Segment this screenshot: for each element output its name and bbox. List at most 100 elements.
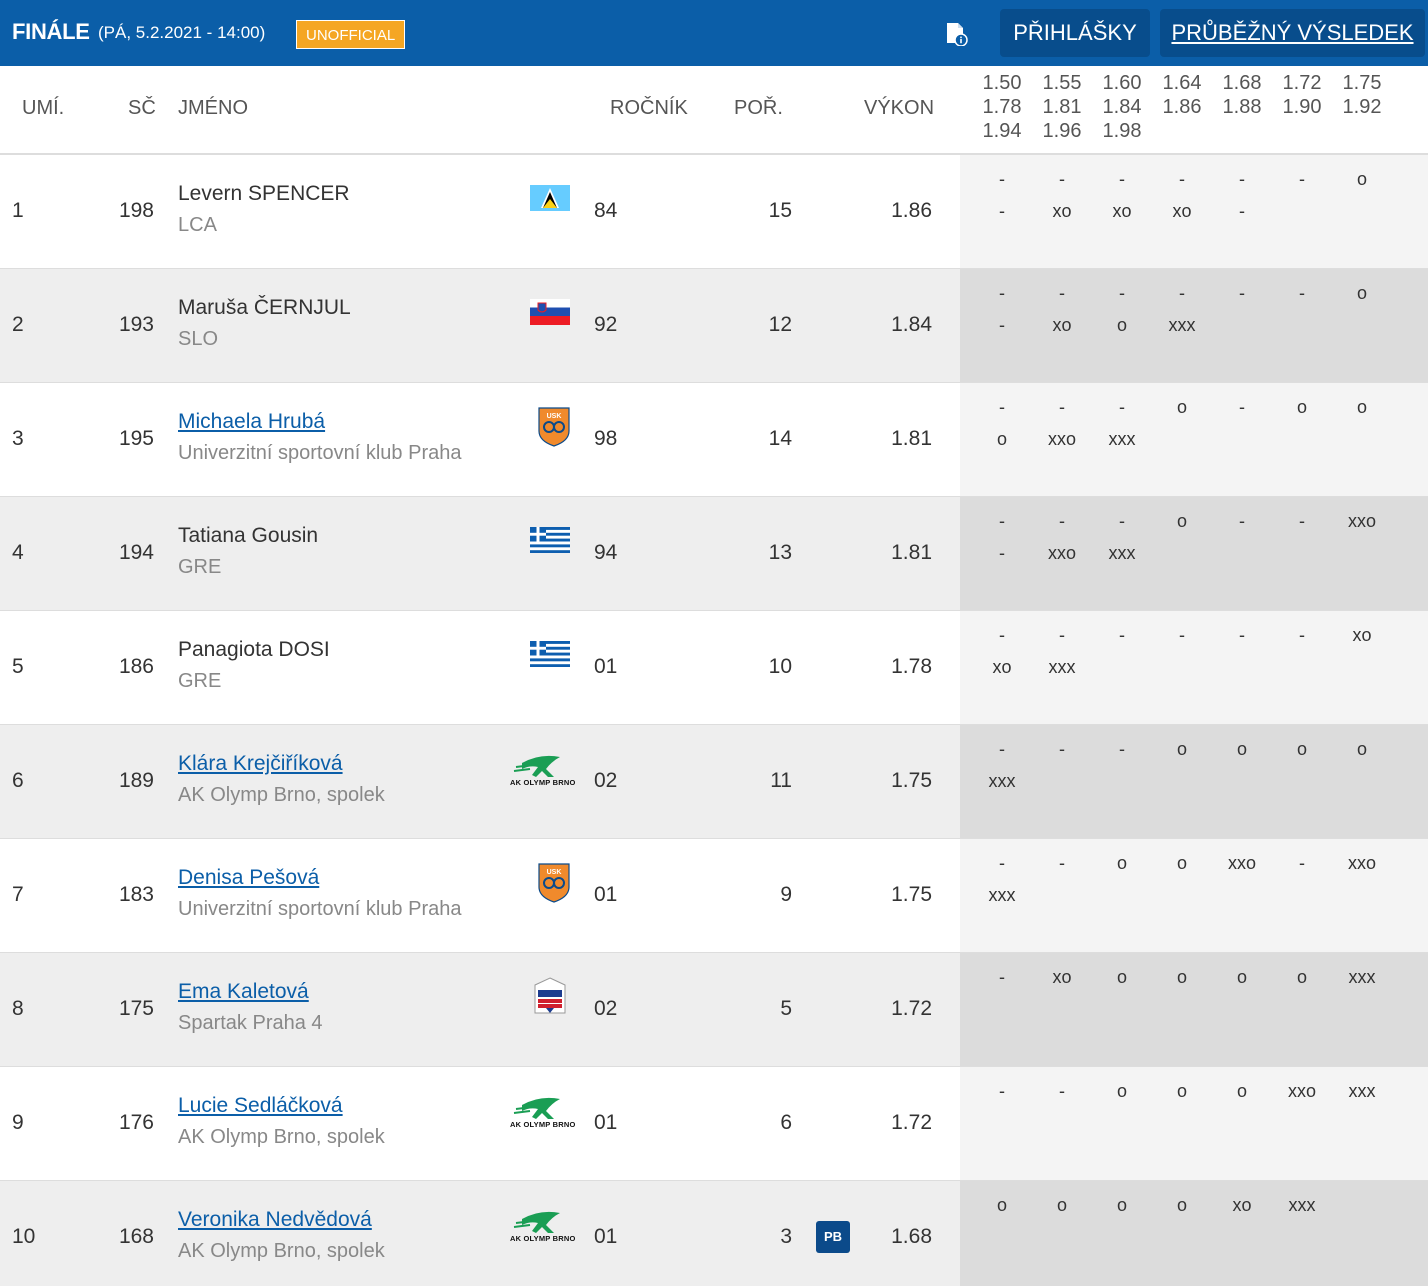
performance: 1.75 bbox=[891, 769, 932, 792]
attempt-result: - bbox=[999, 967, 1005, 987]
start-order: 13 bbox=[768, 541, 792, 564]
attempt-result: o bbox=[1176, 967, 1187, 987]
header-year: ROČNÍK bbox=[610, 97, 688, 119]
attempt-result: - bbox=[1299, 853, 1305, 873]
rank: 5 bbox=[12, 655, 24, 678]
attempt-result: xxo bbox=[1047, 543, 1076, 563]
attempt-result: o bbox=[1176, 853, 1187, 873]
trials-cell: - - o o o xxo xxx bbox=[960, 1067, 1428, 1180]
attempt-result: xxo bbox=[1287, 1081, 1316, 1101]
attempt-result: o bbox=[1176, 397, 1187, 417]
rank: 8 bbox=[12, 997, 24, 1020]
athlete-name: Panagiota DOSI bbox=[178, 638, 330, 661]
performance: 1.84 bbox=[891, 313, 932, 336]
height-label: 1.72 bbox=[1282, 72, 1322, 94]
rank: 9 bbox=[12, 1111, 24, 1134]
birth-year: 84 bbox=[594, 199, 618, 222]
attempt-result: - bbox=[1059, 853, 1065, 873]
attempt-result: - bbox=[1059, 169, 1065, 189]
start-order: 12 bbox=[768, 313, 792, 336]
trials-cell: - - - - - - o - xo o xxx bbox=[960, 269, 1428, 382]
document-info-icon[interactable] bbox=[944, 22, 968, 47]
start-order: 6 bbox=[780, 1111, 792, 1134]
start-order: 5 bbox=[780, 997, 792, 1020]
ak-olymp-brno-logo-icon: AK OLYMP BRNO bbox=[510, 751, 575, 792]
attempt-result: o bbox=[1116, 967, 1127, 987]
attempt-result: - bbox=[999, 853, 1005, 873]
attempt-result: - bbox=[1119, 283, 1125, 303]
performance: 1.81 bbox=[891, 541, 932, 564]
attempt-result: - bbox=[1119, 739, 1125, 759]
athlete-name[interactable]: Lucie Sedláčková bbox=[178, 1094, 343, 1117]
table-row: - xo o o o o xxx 8 175 Ema Kaletová Spartak Praha … bbox=[0, 953, 1428, 1067]
attempt-result: o bbox=[1056, 1195, 1067, 1215]
attempt-result: o bbox=[1116, 315, 1127, 335]
athlete-name[interactable]: Ema Kaletová bbox=[178, 980, 309, 1003]
height-label: 1.98 bbox=[1102, 120, 1142, 142]
attempt-result: o bbox=[996, 1195, 1007, 1215]
bib-number: 176 bbox=[118, 1111, 154, 1134]
bib-number: 168 bbox=[118, 1225, 154, 1248]
start-order: 10 bbox=[768, 655, 792, 678]
attempt-result: - bbox=[999, 1081, 1005, 1101]
height-label: 1.68 bbox=[1222, 72, 1262, 94]
birth-year: 01 bbox=[594, 883, 618, 906]
flag-slovenia-icon bbox=[530, 299, 570, 330]
attempt-result: - bbox=[999, 315, 1005, 335]
athlete-club: AK Olymp Brno, spolek bbox=[178, 1240, 385, 1262]
athlete-club: GRE bbox=[178, 556, 222, 578]
athlete-name[interactable]: Veronika Nedvědová bbox=[178, 1208, 372, 1231]
attempt-result: xxx bbox=[1108, 543, 1136, 563]
attempt-result: - bbox=[1059, 511, 1065, 531]
performance: 1.72 bbox=[891, 1111, 932, 1134]
athlete-name[interactable]: Denisa Pešová bbox=[178, 866, 320, 889]
start-order: 11 bbox=[770, 769, 792, 792]
performance: 1.81 bbox=[891, 427, 932, 450]
current-results-button[interactable]: PRŮBĚŽNÝ VÝSLEDEK bbox=[1160, 9, 1425, 57]
athlete-club: Univerzitní sportovní klub Praha bbox=[178, 442, 462, 464]
attempt-result: o bbox=[1236, 739, 1247, 759]
attempt-result: - bbox=[1239, 201, 1245, 221]
table-row: - - - o - o o o xxo xxx 3 195 Michaela Hrubá Univerzi… bbox=[0, 383, 1428, 497]
attempt-result: xxx bbox=[1168, 315, 1196, 335]
attempt-result: - bbox=[1059, 283, 1065, 303]
trials-cell: - - o o xxo - xxo xxx bbox=[960, 839, 1428, 952]
attempt-result: o bbox=[1176, 1081, 1187, 1101]
attempt-result: xo bbox=[1052, 201, 1072, 221]
rank: 4 bbox=[12, 541, 24, 564]
height-label: 1.55 bbox=[1042, 72, 1082, 94]
attempt-result: xxo bbox=[1347, 853, 1376, 873]
ak-olymp-brno-logo-text: AK OLYMP BRNO bbox=[510, 1234, 576, 1243]
attempt-result: o bbox=[1116, 853, 1127, 873]
attempt-result: xo bbox=[1352, 625, 1372, 645]
attempt-result: xo bbox=[1052, 315, 1072, 335]
status-badge: UNOFFICIAL bbox=[296, 20, 406, 49]
attempt-result: - bbox=[1059, 625, 1065, 645]
attempt-result: - bbox=[1179, 283, 1185, 303]
athlete-club: LCA bbox=[178, 214, 217, 236]
table-row: - - o o xxo - xxo xxx 7 183 Denisa Pešová Univerzit… bbox=[0, 839, 1428, 953]
attempt-result: o bbox=[1236, 967, 1247, 987]
athlete-name[interactable]: Klára Krejčiříková bbox=[178, 752, 343, 775]
bib-number: 193 bbox=[118, 313, 154, 336]
attempt-result: o bbox=[996, 429, 1007, 449]
birth-year: 01 bbox=[594, 1111, 618, 1134]
attempt-result: - bbox=[999, 283, 1005, 303]
attempt-result: o bbox=[1296, 739, 1307, 759]
trials-cell: - xo o o o o xxx bbox=[960, 953, 1428, 1066]
attempt-result: - bbox=[1119, 625, 1125, 645]
performance: 1.68 bbox=[891, 1225, 932, 1248]
table-row: - - - - - - o - xo xo xo - 1 198 Levern SPENCER LCA 84 15… bbox=[0, 155, 1428, 269]
height-label: 1.96 bbox=[1042, 120, 1082, 142]
height-label: 1.94 bbox=[982, 120, 1022, 142]
birth-year: 01 bbox=[594, 1225, 618, 1248]
athlete-name[interactable]: Michaela Hrubá bbox=[178, 410, 326, 433]
header-rank: UMÍ. bbox=[22, 97, 65, 119]
athlete-club: AK Olymp Brno, spolek bbox=[178, 1126, 385, 1148]
bib-number: 175 bbox=[118, 997, 154, 1020]
attempt-result: - bbox=[999, 625, 1005, 645]
entries-button[interactable]: PŘIHLÁŠKY bbox=[1000, 9, 1150, 57]
attempt-result: xo bbox=[1112, 201, 1132, 221]
trials-cell: o o o o xo xxx bbox=[960, 1181, 1428, 1286]
attempt-result: xxx bbox=[1348, 967, 1376, 987]
